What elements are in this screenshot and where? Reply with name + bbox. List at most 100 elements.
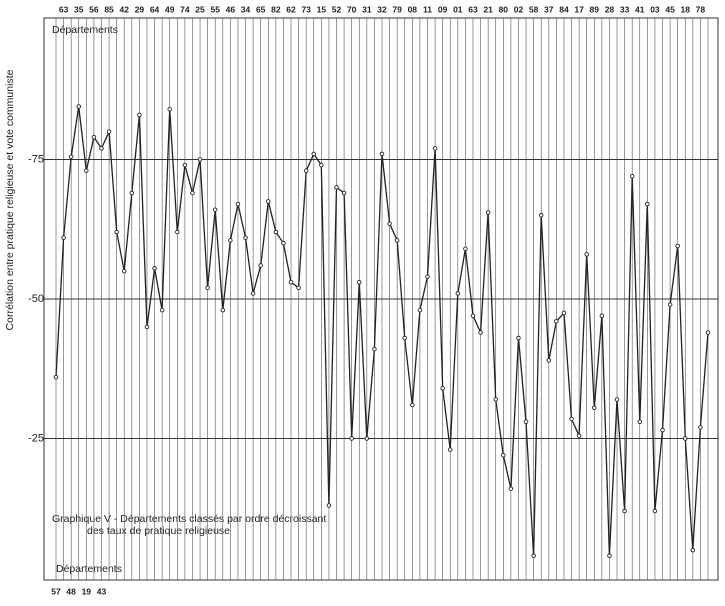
data-point: [175, 229, 180, 235]
x-tick-label: 57: [51, 586, 61, 596]
x-tick-label: 28: [605, 4, 615, 14]
x-tick-label: 18: [681, 4, 691, 14]
data-point: [349, 436, 354, 441]
x-tick-label: 41: [635, 4, 645, 14]
data-point: [121, 268, 127, 274]
data-point: [432, 146, 438, 151]
data-point: [645, 201, 650, 207]
x-tick-label: 25: [195, 4, 205, 14]
data-point: [243, 235, 248, 240]
y-tick-label: -50: [28, 293, 44, 305]
data-point: [281, 240, 286, 246]
data-point: [463, 246, 468, 252]
data-point: [569, 416, 574, 422]
data-point: [508, 486, 514, 491]
x-tick-label: 33: [620, 4, 630, 14]
data-point: [455, 291, 461, 296]
data-point: [546, 358, 552, 363]
data-point: [410, 402, 415, 408]
data-point: [622, 508, 627, 514]
x-tick-label: 84: [559, 4, 569, 14]
x-tick-label: 73: [301, 4, 311, 14]
data-point: [61, 235, 66, 240]
data-point: [84, 168, 89, 173]
data-point: [137, 112, 142, 118]
x-tick-label: 55: [210, 4, 220, 14]
data-point: [106, 129, 112, 134]
x-tick-label: 58: [529, 4, 539, 14]
data-point: [167, 107, 172, 112]
x-tick-label: 82: [271, 4, 281, 14]
x-tick-label: 01: [453, 4, 463, 14]
data-point: [447, 447, 453, 452]
data-point: [592, 405, 597, 411]
x-tick-label: 62: [286, 4, 296, 14]
data-point: [470, 313, 476, 318]
data-point: [614, 397, 620, 402]
data-point: [334, 185, 339, 190]
x-tick-label: 80: [499, 4, 509, 14]
x-tick-label: 17: [574, 4, 584, 14]
x-tick-label: 52: [332, 4, 342, 14]
x-tick-label: 11: [423, 4, 432, 14]
data-point: [417, 307, 423, 313]
annotation: Graphique V - Départements classés par o…: [52, 513, 326, 525]
data-point: [523, 419, 529, 425]
data-point: [493, 397, 498, 402]
x-tick-label: 21: [483, 4, 493, 14]
data-point: [637, 419, 643, 425]
data-point: [99, 146, 104, 151]
data-point: [584, 252, 589, 257]
data-point: [440, 386, 445, 391]
data-point: [212, 207, 218, 212]
data-point: [311, 151, 317, 157]
data-point: [266, 199, 271, 204]
data-point: [76, 104, 81, 109]
x-tick-label: 32: [377, 4, 387, 14]
y-tick-label: -75: [28, 153, 44, 165]
data-point: [660, 427, 665, 433]
data-point: [53, 374, 59, 380]
data-point: [538, 213, 544, 218]
data-point: [144, 324, 150, 330]
x-tick-label: 29: [135, 4, 145, 14]
x-tick-label: 09: [438, 4, 448, 14]
data-point: [531, 553, 536, 558]
data-point: [667, 302, 673, 307]
data-point: [319, 162, 324, 168]
data-point: [68, 154, 74, 159]
data-point: [698, 425, 703, 430]
data-point: [364, 436, 370, 441]
x-tick-label: 31: [362, 4, 372, 14]
data-point: [576, 433, 582, 438]
data-point: [675, 243, 680, 249]
data-point: [607, 553, 612, 558]
y-axis-label: Corrélation entre pratique religieuse et…: [4, 69, 16, 330]
data-point: [652, 508, 658, 514]
x-tick-label: 15: [317, 4, 327, 14]
data-point: [303, 168, 309, 173]
x-tick-label: 65: [256, 4, 266, 14]
x-tick-label: 03: [650, 4, 660, 14]
data-point: [690, 547, 696, 553]
data-point: [372, 346, 377, 352]
x-tick-label: 02: [514, 4, 524, 14]
x-tick-label: 89: [590, 4, 600, 14]
data-point: [273, 229, 279, 235]
x-tick-label: 63: [468, 4, 478, 14]
data-point: [228, 238, 233, 243]
x-tick-label: 48: [66, 586, 76, 596]
data-point: [159, 307, 165, 313]
x-tick-label: 49: [165, 4, 175, 14]
data-point: [220, 307, 226, 313]
data-point: [599, 313, 605, 318]
data-point: [197, 157, 203, 162]
data-point: [629, 173, 635, 179]
data-point: [387, 221, 392, 226]
x-tick-label: 64: [150, 4, 160, 14]
data-point: [402, 335, 407, 341]
x-tick-label: 08: [408, 4, 418, 14]
data-point: [485, 210, 491, 215]
data-point: [554, 319, 559, 324]
